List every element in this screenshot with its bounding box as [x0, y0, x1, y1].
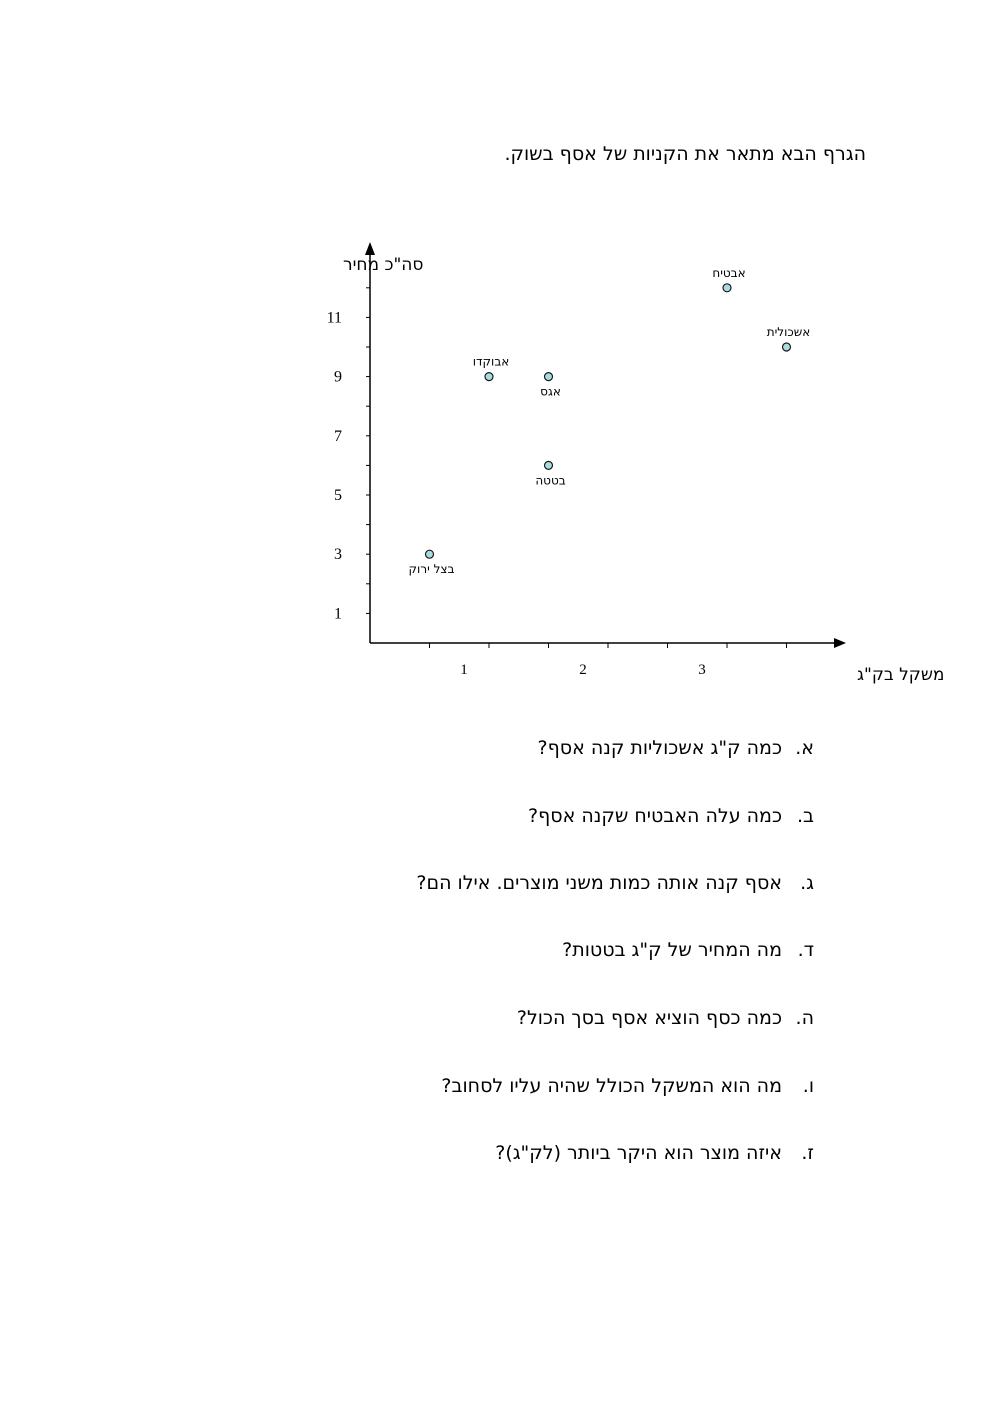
question-text: מה הוא המשקל הכולל שהיה עליו לסחוב? [441, 1075, 782, 1097]
question-letter: ב. [796, 805, 814, 827]
y-tick-label: 7 [334, 428, 342, 445]
data-point-label: אבוקדו [473, 355, 510, 369]
x-axis-arrow-icon [834, 638, 846, 648]
x-tick-label: 3 [698, 662, 706, 678]
question-text: כמה ק"ג אשכוליות קנה אסף? [537, 737, 782, 759]
y-tick-label: 3 [334, 546, 342, 563]
question-letter: ג. [800, 872, 814, 894]
y-tick-label: 9 [334, 369, 342, 386]
question-letter: ז. [801, 1142, 814, 1164]
question-item: ו. מה הוא המשקל הכולל שהיה עליו לסחוב? [441, 1075, 814, 1097]
data-point-label: אשכולית [767, 325, 811, 339]
data-point-marker [543, 460, 554, 470]
question-item: ג. אסף קנה אותה כמות משני מוצרים. אילו הם… [416, 872, 814, 894]
question-letter: ד. [797, 939, 814, 961]
data-point-label: בטטה [535, 473, 565, 487]
question-item: ד. מה המחיר של ק"ג בטטות? [562, 939, 814, 961]
question-item: ז. איזה מוצר הוא היקר ביותר (לק"ג)? [495, 1142, 814, 1164]
data-point-marker [484, 372, 494, 382]
question-letter: א. [795, 737, 814, 759]
scatter-chart: 1 2 3 1 3 5 7 9 11 בצל ירוק אבוקדו אגס בטטה אבטיח אשכ… [327, 242, 944, 685]
question-text: איזה מוצר הוא היקר ביותר (לק"ג)? [495, 1142, 782, 1164]
x-tick-label: 1 [460, 662, 468, 678]
question-item: ה. כמה כסף הוציא אסף בסך הכול? [517, 1007, 814, 1029]
intro-text: הגרף הבא מתאר את הקניות של אסף בשוק. [504, 143, 866, 165]
data-point-label: אבטיח [712, 266, 745, 280]
y-tick-label: 5 [334, 487, 342, 504]
question-item: ב. כמה עלה האבטיח שקנה אסף? [528, 805, 814, 827]
chart-points: בצל ירוק אבוקדו אגס בטטה אבטיח אשכולית [409, 266, 811, 576]
question-letter: ה. [795, 1007, 814, 1029]
question-item: א. כמה ק"ג אשכוליות קנה אסף? [538, 737, 814, 759]
x-axis-label: משקל בק"ג [857, 665, 944, 685]
question-letter: ו. [802, 1075, 814, 1097]
y-axis-label: סה"כ מחיר [343, 255, 423, 275]
y-tick-label: 1 [334, 605, 342, 622]
chart-ticks: 1 2 3 1 3 5 7 9 11 [327, 287, 787, 678]
data-point-marker [781, 342, 792, 352]
data-point-label: בצל ירוק [409, 562, 455, 576]
question-text: אסף קנה אותה כמות משני מוצרים. אילו הם? [416, 872, 782, 894]
data-point-label: אגס [540, 385, 561, 399]
y-tick-label: 11 [327, 309, 342, 326]
question-text: כמה כסף הוציא אסף בסך הכול? [516, 1007, 782, 1029]
question-text: מה המחיר של ק"ג בטטות? [562, 939, 782, 961]
x-tick-label: 2 [579, 662, 587, 678]
y-axis-arrow-icon [365, 242, 375, 255]
data-point-marker [722, 283, 732, 293]
chart-axes [365, 242, 846, 648]
data-point-marker [543, 372, 554, 382]
data-point-marker [424, 549, 435, 559]
question-text: כמה עלה האבטיח שקנה אסף? [528, 805, 782, 827]
